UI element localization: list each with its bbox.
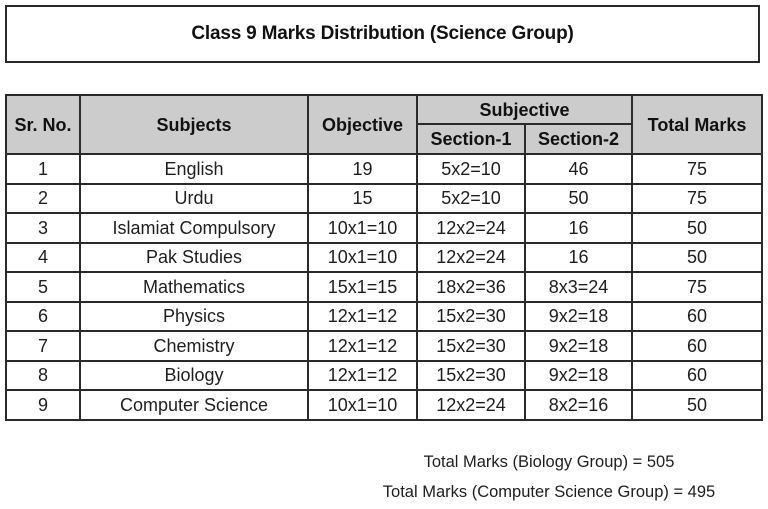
header-subjective: Subjective: [415, 94, 634, 125]
cell-sr: 8: [5, 359, 81, 391]
cell-section-1: 15x2=30: [416, 300, 526, 332]
cell-objective: 19: [307, 153, 418, 185]
cell-section-1: 12x2=24: [416, 241, 526, 273]
cell-objective: 12x1=12: [307, 330, 418, 362]
cell-sr: 7: [5, 330, 81, 362]
cell-objective: 15: [307, 182, 418, 214]
cell-section-1: 5x2=10: [416, 153, 526, 185]
table-row: 2 Urdu 15 5x2=10 50 75: [5, 182, 764, 214]
cell-total: 50: [631, 389, 764, 421]
cell-total: 60: [631, 359, 764, 391]
table-row: 8 Biology 12x1=12 15x2=30 9x2=18 60: [5, 359, 764, 391]
table-row: 9 Computer Science 10x1=10 12x2=24 8x2=1…: [5, 389, 764, 421]
cell-section-1: 12x2=24: [416, 212, 526, 244]
cell-total: 50: [631, 212, 764, 244]
cell-total: 75: [631, 271, 764, 303]
cell-objective: 10x1=10: [307, 212, 418, 244]
cell-total: 60: [631, 330, 764, 362]
subheader-row: Section-1 Section-2: [6, 123, 762, 155]
cell-objective: 12x1=12: [307, 300, 418, 332]
cell-section-2: 50: [523, 182, 634, 214]
cell-section-2: 8x3=24: [523, 271, 634, 303]
header-total-marks: Total Marks: [631, 94, 764, 155]
cell-objective: 10x1=10: [307, 389, 418, 421]
cell-subject: English: [79, 153, 309, 185]
total-computer-science-group: Total Marks (Computer Science Group) = 4…: [382, 483, 716, 501]
marks-table: Sr. No. Subjects Objective Subjective To…: [5, 94, 764, 421]
cell-sr: 1: [5, 153, 81, 185]
cell-subject: Chemistry: [79, 330, 309, 362]
total-biology-group: Total Marks (Biology Group) = 505: [423, 453, 675, 471]
cell-section-1: 18x2=36: [416, 271, 526, 303]
cell-subject: Urdu: [79, 182, 309, 214]
header-section-1: Section-1: [416, 123, 526, 155]
cell-section-1: 15x2=30: [416, 330, 526, 362]
cell-total: 75: [631, 153, 764, 185]
cell-section-2: 16: [523, 241, 634, 273]
cell-sr: 6: [5, 300, 81, 332]
cell-section-2: 9x2=18: [523, 330, 634, 362]
title-box: Class 9 Marks Distribution (Science Grou…: [5, 5, 760, 63]
cell-subject: Biology: [79, 359, 309, 391]
cell-section-2: 9x2=18: [523, 359, 634, 391]
header-sr-no: Sr. No.: [5, 94, 81, 155]
table-row: 6 Physics 12x1=12 15x2=30 9x2=18 60: [5, 300, 764, 332]
cell-subject: Mathematics: [79, 271, 309, 303]
table-row: 5 Mathematics 15x1=15 18x2=36 8x3=24 75: [5, 271, 764, 303]
header-section-2: Section-2: [523, 123, 634, 155]
table-row: 7 Chemistry 12x1=12 15x2=30 9x2=18 60: [5, 330, 764, 362]
table-row: 4 Pak Studies 10x1=10 12x2=24 16 50: [5, 241, 764, 273]
cell-section-1: 5x2=10: [416, 182, 526, 214]
page-title: Class 9 Marks Distribution (Science Grou…: [191, 23, 574, 44]
cell-sr: 2: [5, 182, 81, 214]
cell-section-1: 15x2=30: [416, 359, 526, 391]
table-row: 3 Islamiat Compulsory 10x1=10 12x2=24 16…: [5, 212, 764, 244]
cell-section-2: 16: [523, 212, 634, 244]
header-objective: Objective: [307, 94, 418, 155]
cell-objective: 10x1=10: [307, 241, 418, 273]
cell-total: 75: [631, 182, 764, 214]
cell-subject: Islamiat Compulsory: [79, 212, 309, 244]
cell-total: 60: [631, 300, 764, 332]
cell-section-1: 12x2=24: [416, 389, 526, 421]
cell-subject: Physics: [79, 300, 309, 332]
cell-sr: 4: [5, 241, 81, 273]
cell-subject: Computer Science: [79, 389, 309, 421]
cell-objective: 15x1=15: [307, 271, 418, 303]
header-subjects: Subjects: [79, 94, 309, 155]
cell-sr: 3: [5, 212, 81, 244]
cell-subject: Pak Studies: [79, 241, 309, 273]
cell-section-2: 46: [523, 153, 634, 185]
table-row: 1 English 19 5x2=10 46 75: [5, 153, 764, 185]
cell-objective: 12x1=12: [307, 359, 418, 391]
cell-section-2: 9x2=18: [523, 300, 634, 332]
cell-sr: 9: [5, 389, 81, 421]
header-row: Sr. No. Subjects Objective Subjective To…: [5, 94, 764, 155]
cell-sr: 5: [5, 271, 81, 303]
cell-total: 50: [631, 241, 764, 273]
cell-section-2: 8x2=16: [523, 389, 634, 421]
